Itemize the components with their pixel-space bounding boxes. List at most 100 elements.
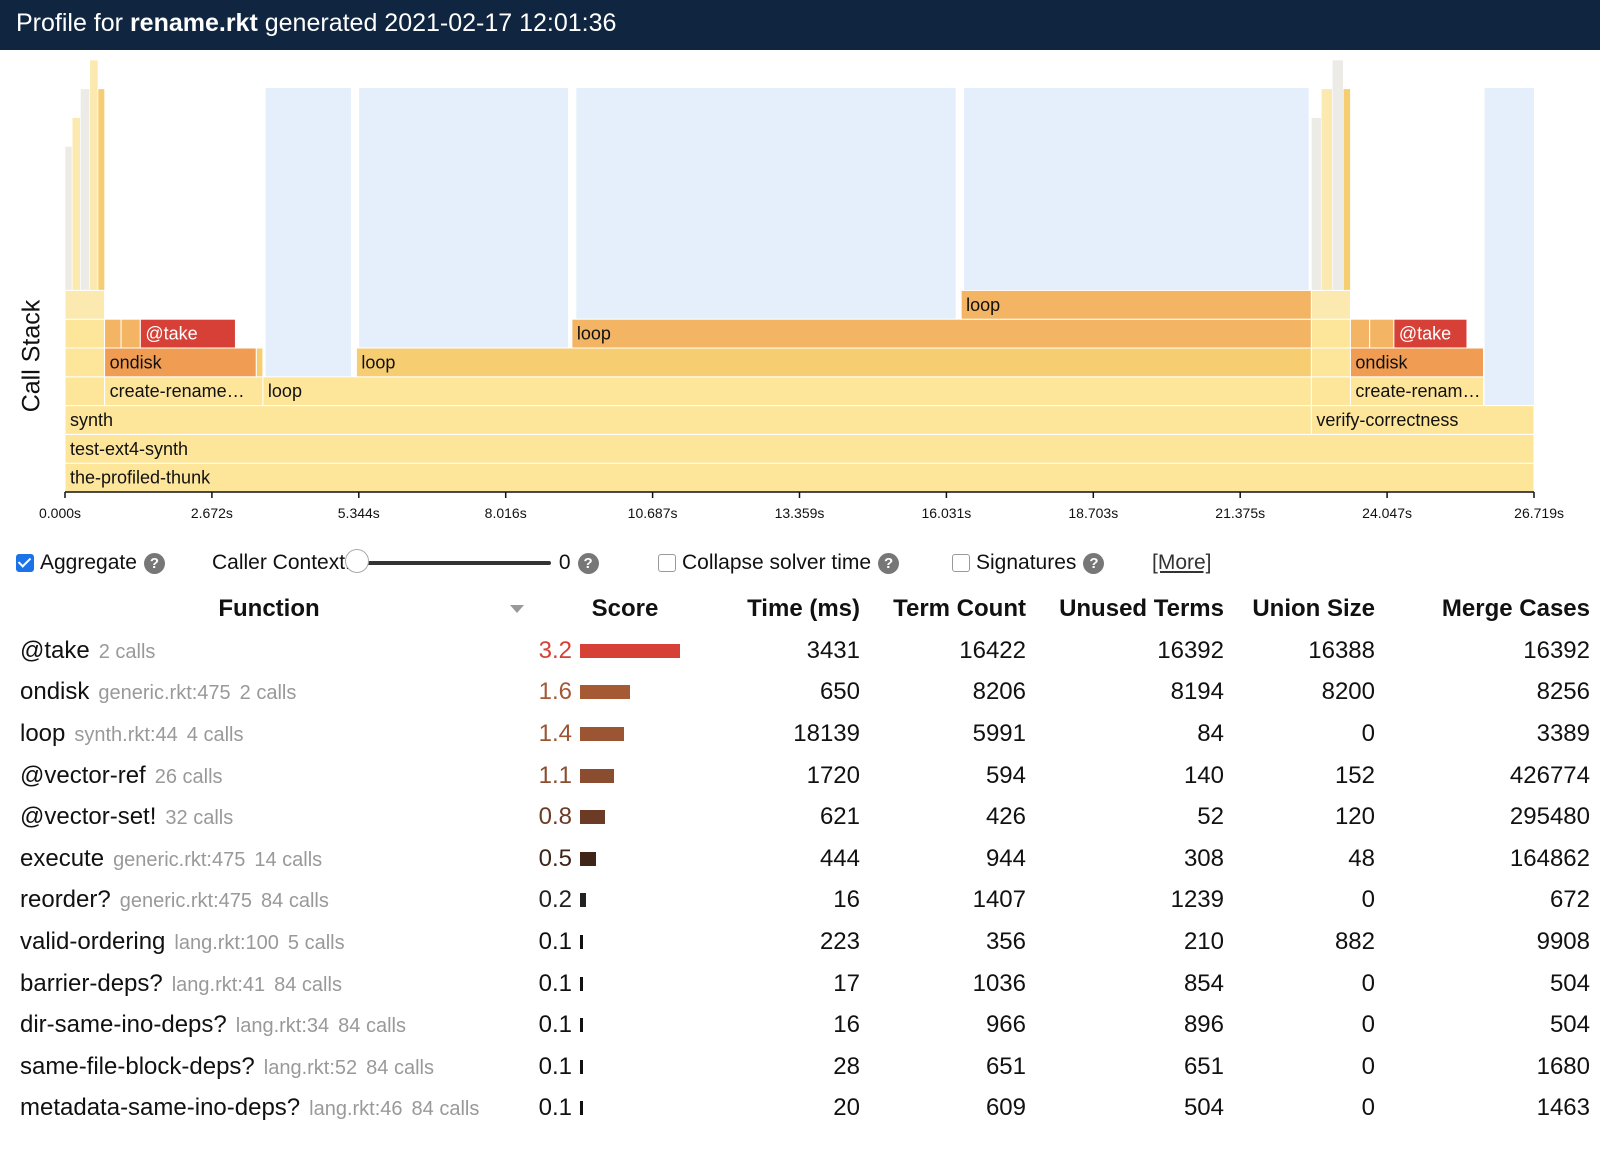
flame-frame[interactable]: loop	[960, 289, 1312, 320]
flame-frame[interactable]: loop	[571, 318, 1312, 349]
flame-frame[interactable]: @take	[139, 318, 236, 349]
function-cell[interactable]: dir-same-ino-deps? lang.rkt:34 84 calls	[0, 1004, 530, 1046]
flame-frame-rect[interactable]	[104, 376, 264, 407]
table-row[interactable]: barrier-deps? lang.rkt:41 84 calls 0.1 17 103…	[0, 963, 1600, 1005]
function-cell[interactable]: @vector-ref 26 calls	[0, 755, 530, 797]
flame-frame[interactable]	[120, 318, 141, 349]
flame-frame[interactable]	[64, 318, 106, 349]
signatures-control[interactable]: Signatures ?	[952, 546, 1105, 580]
flame-frame[interactable]	[1310, 376, 1351, 407]
table-row[interactable]: metadata-same-ino-deps? lang.rkt:46 84 cal…	[0, 1088, 1600, 1130]
table-row[interactable]: execute generic.rkt:475 14 calls 0.5 444 944 3…	[0, 838, 1600, 880]
function-column-header[interactable]: Function	[0, 588, 530, 630]
table-row[interactable]: ondisk generic.rkt:475 2 calls 1.6 650 8206 81…	[0, 672, 1600, 714]
function-cell[interactable]: valid-ordering lang.rkt:100 5 calls	[0, 921, 530, 963]
solver-time-block[interactable]	[1484, 88, 1534, 406]
flame-frame[interactable]	[1310, 289, 1351, 320]
flame-frame[interactable]	[64, 347, 106, 378]
flame-frame[interactable]	[1369, 318, 1395, 349]
flame-frame-rect[interactable]	[1349, 318, 1371, 349]
flame-frame-rect[interactable]	[64, 347, 106, 378]
flame-frame[interactable]: synth	[64, 405, 1312, 435]
table-row[interactable]: reorder? generic.rkt:475 84 calls 0.2 16 1407…	[0, 880, 1600, 922]
flame-frame[interactable]	[255, 347, 264, 378]
caller-context-slider[interactable]	[344, 549, 551, 573]
flame-frame-rect[interactable]	[64, 462, 1535, 493]
flame-frame[interactable]: @take	[1393, 318, 1468, 349]
function-cell[interactable]: reorder? generic.rkt:475 84 calls	[0, 880, 530, 922]
function-cell[interactable]: same-file-block-deps? lang.rkt:52 84 calls	[0, 1046, 530, 1088]
flame-frame-rect[interactable]	[64, 318, 106, 349]
table-row[interactable]: loop synth.rkt:44 4 calls 1.4 18139 5991 84 0 33…	[0, 713, 1600, 755]
table-row[interactable]: same-file-block-deps? lang.rkt:52 84 calls…	[0, 1046, 1600, 1088]
function-cell[interactable]: loop synth.rkt:44 4 calls	[0, 713, 530, 755]
flame-frame-rect[interactable]	[1310, 347, 1351, 378]
flame-frame[interactable]	[64, 376, 106, 407]
signatures-checkbox[interactable]	[952, 554, 970, 572]
flame-frame-rect[interactable]	[571, 318, 1312, 349]
flame-frame[interactable]	[1310, 347, 1351, 378]
function-cell[interactable]: @take 2 calls	[0, 630, 530, 672]
flame-frame[interactable]: the-profiled-thunk	[64, 462, 1535, 493]
flame-frame-rect[interactable]	[1393, 318, 1468, 349]
flame-frame-rect[interactable]	[120, 318, 141, 349]
merge-cases-column-header[interactable]: Merge Cases	[1441, 595, 1590, 622]
signatures-help-icon[interactable]: ?	[1083, 552, 1105, 574]
flame-frame[interactable]	[1349, 318, 1371, 349]
flame-frame-rect[interactable]	[255, 347, 264, 378]
flame-frame[interactable]: create-rename…	[104, 376, 264, 407]
score-column-header[interactable]: Score	[591, 595, 659, 622]
flame-frame-rect[interactable]	[1369, 318, 1395, 349]
table-row[interactable]: @vector-set! 32 calls 0.8 621 426 52 120 295480	[0, 796, 1600, 838]
table-row[interactable]: @vector-ref 26 calls 1.1 1720 594 140 152 42677…	[0, 755, 1600, 797]
collapse-solver-control[interactable]: Collapse solver time ?	[658, 546, 900, 580]
aggregate-help-icon[interactable]: ?	[143, 552, 165, 574]
flame-frame[interactable]: verify-correctness	[1310, 405, 1535, 435]
more-control[interactable]: [More]	[1152, 546, 1212, 580]
flame-frame[interactable]: loop	[355, 347, 1312, 378]
aggregate-checkbox[interactable]	[16, 554, 34, 572]
flame-frame-rect[interactable]	[64, 405, 1312, 435]
function-cell[interactable]: metadata-same-ino-deps? lang.rkt:46 84 cal…	[0, 1088, 530, 1130]
flame-frame[interactable]	[1310, 318, 1351, 349]
flame-frame-rect[interactable]	[355, 347, 1312, 378]
flame-frame[interactable]	[64, 289, 106, 320]
flame-frame-rect[interactable]	[64, 376, 106, 407]
table-row[interactable]: dir-same-ino-deps? lang.rkt:34 84 calls 0.1…	[0, 1004, 1600, 1046]
caller-context-help-icon[interactable]: ?	[577, 552, 599, 574]
more-link[interactable]: [More]	[1152, 551, 1212, 574]
function-cell[interactable]: ondisk generic.rkt:475 2 calls	[0, 672, 530, 714]
collapse-solver-checkbox[interactable]	[658, 554, 676, 572]
flame-frame-rect[interactable]	[64, 289, 106, 320]
flame-frame[interactable]: ondisk	[104, 347, 257, 378]
flame-frame-rect[interactable]	[64, 433, 1535, 464]
aggregate-control[interactable]: Aggregate ?	[16, 546, 165, 580]
flame-frame-rect[interactable]	[1310, 318, 1351, 349]
function-cell[interactable]: barrier-deps? lang.rkt:41 84 calls	[0, 963, 530, 1005]
union-size-column-header[interactable]: Union Size	[1252, 595, 1375, 622]
flame-frame[interactable]: test-ext4-synth	[64, 433, 1535, 464]
flame-frame[interactable]: loop	[262, 376, 1312, 407]
function-cell[interactable]: @vector-set! 32 calls	[0, 796, 530, 838]
flame-frame[interactable]: ondisk	[1349, 347, 1484, 378]
flame-frame[interactable]: create-renam…	[1349, 376, 1484, 407]
flame-frame-rect[interactable]	[104, 318, 122, 349]
term-count-column-header[interactable]: Term Count	[893, 595, 1026, 622]
flame-frame[interactable]	[104, 318, 122, 349]
time-column-header[interactable]: Time (ms)	[747, 595, 860, 622]
unused-terms-column-header[interactable]: Unused Terms	[1059, 595, 1224, 622]
flame-frame-rect[interactable]	[262, 376, 1312, 407]
flame-frame-rect[interactable]	[960, 289, 1312, 320]
table-row[interactable]: @take 2 calls 3.2 3431 16422 16392 16388 16392	[0, 630, 1600, 672]
table-row[interactable]: valid-ordering lang.rkt:100 5 calls 0.1 223 3…	[0, 921, 1600, 963]
function-cell[interactable]: execute generic.rkt:475 14 calls	[0, 838, 530, 880]
solver-time-block[interactable]	[265, 88, 351, 406]
flame-frame-rect[interactable]	[139, 318, 236, 349]
flame-frame-rect[interactable]	[1310, 289, 1351, 320]
flame-frame-rect[interactable]	[1310, 405, 1535, 435]
sort-arrow-icon[interactable]	[510, 605, 524, 613]
flame-graph[interactable]: the-profiled-thunk test-ext4-synth synth ve…	[0, 50, 1600, 540]
flame-frame-rect[interactable]	[1310, 376, 1351, 407]
slider-knob[interactable]	[344, 549, 369, 573]
collapse-solver-help-icon[interactable]: ?	[878, 552, 900, 574]
